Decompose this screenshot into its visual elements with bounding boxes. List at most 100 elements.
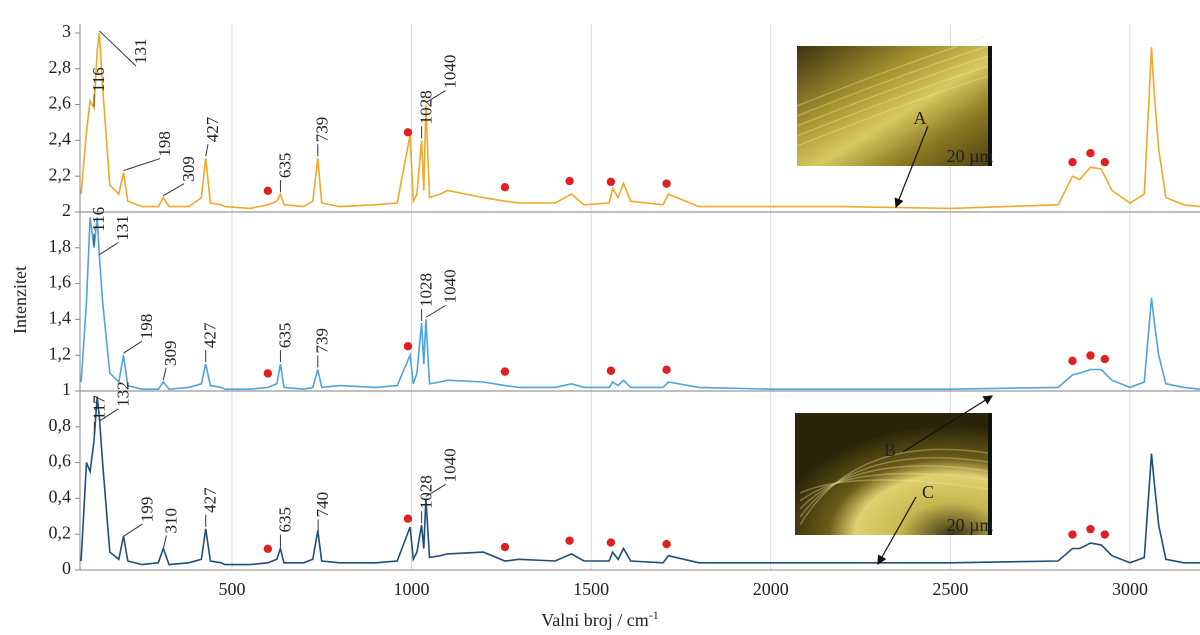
band-marker [403,514,413,523]
leader-line [123,340,143,354]
spectrum-line [80,217,1200,391]
x-tick-label: 2500 [932,579,968,599]
peak-label: 635 [275,507,294,533]
y-tick-label: 1,8 [49,236,72,256]
y-tick-label: 0,8 [49,415,72,435]
band-marker [662,365,671,375]
fiber-texture [799,472,989,502]
band-marker [500,542,510,552]
band-marker [1100,354,1110,364]
fiber-texture [796,45,989,117]
fiber-texture [799,448,989,526]
peak-label: 427 [201,487,220,513]
fiber-texture [796,65,989,137]
band-marker [1086,351,1095,360]
y-tick-label: 0,6 [49,451,72,471]
y-tick-label: 3 [62,21,71,41]
y-axis-label: Intenzitet [10,266,30,334]
peak-label: 198 [155,131,174,157]
spectrum-line [80,32,1200,210]
spectrum-line [80,396,1200,566]
band-marker [500,367,510,376]
peak-label: 131 [113,215,132,241]
pointer-arrow [877,496,917,566]
peak-label: 740 [313,492,332,518]
leader-line [425,90,446,103]
x-tick-label: 1000 [394,579,430,599]
fiber-texture [799,457,989,518]
fiber-texture [799,479,989,494]
leader-line [163,183,185,197]
y-tick-label: 2 [62,200,71,220]
band-marker [1068,356,1077,366]
scale-label: 20 µm [947,515,994,535]
fiber-texture [796,35,989,107]
peak-label: 309 [161,341,180,367]
x-tick-label: 2000 [753,579,789,599]
peak-label: 309 [179,156,198,182]
peak-label: 1028 [417,90,436,124]
y-tick-label: 1,2 [49,343,72,363]
leader-line [99,408,119,422]
peak-label: 1040 [441,448,460,482]
leader-line [162,367,167,381]
band-marker [662,179,671,188]
y-tick-label: 2,2 [49,164,72,184]
band-marker [1068,530,1077,539]
leader-line [163,535,167,548]
micrograph-edge [988,46,992,166]
band-marker [1100,530,1110,539]
peak-label: 739 [313,117,332,143]
peak-label: 198 [137,314,156,340]
peak-label: 427 [203,116,222,142]
y-tick-label: 2,8 [49,57,72,77]
x-tick-label: 1500 [573,579,609,599]
peak-label: 116 [89,67,108,92]
peak-label: 199 [137,497,156,523]
leader-line [123,523,143,537]
leader-line [99,242,119,256]
inset-label: A [914,108,927,128]
band-marker [263,186,273,196]
y-tick-label: 0,2 [49,522,72,542]
peak-label: 132 [113,381,132,407]
y-tick-label: 0 [62,558,71,578]
leader-line [425,483,446,497]
band-marker [403,342,413,351]
y-tick-label: 0,4 [49,487,72,507]
band-marker [403,128,413,137]
peak-label: 131 [131,39,150,65]
scale-label: 20 µm [947,146,994,166]
pointer-arrow [894,125,929,209]
band-marker [1068,157,1077,167]
band-marker [263,369,273,378]
x-axis-label: Valni broj / cm-1 [541,608,658,630]
band-marker [606,177,616,187]
peak-label: 1040 [441,269,460,303]
micrograph [795,413,992,535]
micrograph-edge [988,413,992,535]
peak-label: 1040 [441,55,460,89]
peak-label: 635 [275,323,294,349]
pointer-arrow [902,395,994,453]
leader-line [205,144,209,157]
peak-label: 310 [161,508,180,534]
y-tick-label: 2,4 [49,128,72,148]
inset-label: B [884,440,896,460]
band-marker [565,176,574,186]
y-tick-label: 1 [62,379,71,399]
y-tick-label: 1,4 [49,308,72,328]
band-marker [263,544,273,554]
peak-label: 116 [89,207,108,232]
leader-line [425,304,446,318]
band-marker [500,183,510,192]
leader-line [99,30,137,67]
inset-label: C [922,482,934,502]
fiber-texture [796,55,989,127]
band-marker [1086,149,1095,158]
band-marker [606,366,616,375]
band-marker [662,539,671,549]
micrograph [797,46,992,166]
leader-line [123,158,161,172]
